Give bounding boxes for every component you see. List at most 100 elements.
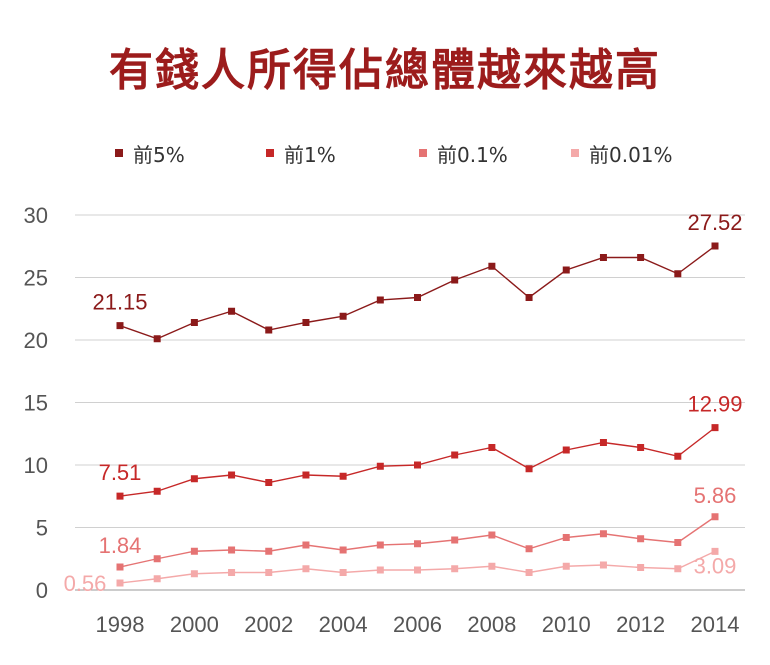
data-label-s1-1998: 7.51 [99, 460, 142, 485]
data-point-s0-2013 [674, 270, 682, 278]
data-point-s1-2008 [488, 444, 496, 451]
data-point-s0-1999 [153, 335, 161, 343]
y-tick-label-30: 30 [24, 203, 48, 228]
data-point-s0-2008 [488, 262, 496, 270]
data-point-s0-2006 [414, 294, 421, 301]
data-point-s3-2007 [451, 565, 459, 573]
data-point-s3-2001 [228, 569, 236, 576]
data-point-s3-2014 [711, 547, 719, 555]
data-point-s2-2006 [414, 540, 421, 548]
data-point-s3-2009 [525, 569, 533, 576]
x-tick-label-2000: 2000 [170, 612, 219, 637]
legend-item-top5: 前5% [115, 138, 185, 168]
x-tick-label-2008: 2008 [467, 612, 516, 637]
legend-item-top001: 前0.01% [571, 138, 673, 168]
data-point-s0-2003 [302, 319, 310, 326]
data-point-s1-2006 [414, 461, 421, 469]
data-point-s1-2000 [190, 475, 198, 483]
legend-swatch-top5 [115, 149, 123, 157]
data-point-s0-2010 [562, 266, 570, 274]
legend: 前5% 前1% 前0.1% 前0.01% [0, 138, 770, 168]
data-label-s1-2014: 12.99 [687, 392, 742, 417]
legend-item-top01: 前0.1% [419, 138, 508, 168]
data-point-s3-2005 [376, 566, 384, 574]
data-point-s1-2013 [674, 452, 682, 460]
data-point-s1-1998 [116, 492, 124, 500]
data-point-s1-2009 [525, 465, 533, 473]
data-point-s2-2010 [562, 534, 570, 541]
x-tick-label-2010: 2010 [542, 612, 591, 637]
data-label-s0-1998: 21.15 [92, 290, 147, 315]
data-label-s3-1998: 0.56 [64, 571, 107, 596]
data-point-s2-2014 [711, 513, 719, 521]
data-point-s3-1999 [153, 575, 161, 583]
data-point-s2-2005 [376, 541, 384, 549]
data-point-s1-2014 [711, 424, 719, 432]
data-point-s3-2002 [265, 569, 273, 576]
data-point-s0-2014 [711, 242, 719, 250]
legend-swatch-top001 [571, 149, 579, 157]
legend-swatch-top01 [419, 149, 427, 157]
x-tick-label-2014: 2014 [691, 612, 740, 637]
data-point-s2-1999 [153, 555, 161, 563]
x-tick-label-2004: 2004 [319, 612, 368, 637]
legend-label-top5: 前5% [133, 142, 185, 167]
data-point-s0-2000 [190, 319, 198, 326]
legend-label-top1: 前1% [284, 142, 336, 167]
x-tick-label-2006: 2006 [393, 612, 442, 637]
data-point-s3-2013 [674, 565, 682, 573]
data-point-s2-2013 [674, 539, 682, 546]
y-tick-label-10: 10 [24, 453, 48, 478]
data-point-s0-2005 [376, 296, 384, 304]
data-point-s1-2002 [265, 479, 273, 486]
data-point-s1-1999 [153, 487, 161, 495]
x-tick-label-1998: 1998 [96, 612, 145, 637]
data-point-s1-2011 [599, 439, 607, 446]
data-point-s1-2007 [451, 451, 459, 459]
data-point-s0-2007 [451, 276, 459, 284]
y-tick-label-25: 25 [24, 266, 48, 291]
data-point-s2-2001 [228, 546, 236, 554]
data-point-s1-2004 [339, 472, 347, 480]
data-point-s3-2004 [339, 569, 347, 576]
data-point-s2-2008 [488, 531, 496, 539]
data-point-s3-2012 [637, 564, 645, 571]
data-point-s0-2009 [525, 294, 533, 301]
data-point-s2-2011 [599, 530, 607, 538]
data-point-s2-2000 [190, 547, 198, 555]
data-point-s2-2002 [265, 547, 273, 555]
data-label-s2-2014: 5.86 [694, 483, 737, 508]
data-point-s2-2003 [302, 541, 310, 549]
data-point-s2-2007 [451, 536, 459, 544]
y-tick-label-5: 5 [36, 516, 48, 541]
legend-label-top001: 前0.01% [589, 142, 673, 167]
data-point-s1-2001 [228, 471, 236, 479]
data-point-s3-1998 [116, 579, 124, 587]
data-point-s3-2011 [599, 561, 607, 569]
data-point-s0-2011 [599, 254, 607, 261]
data-point-s1-2010 [562, 446, 570, 454]
data-point-s3-2010 [562, 562, 570, 570]
data-point-s0-2002 [265, 326, 273, 334]
legend-label-top01: 前0.1% [437, 142, 508, 167]
data-point-s0-1998 [116, 322, 124, 330]
legend-swatch-top1 [266, 149, 274, 157]
data-label-s0-2014: 27.52 [687, 210, 742, 235]
data-point-s0-2012 [637, 254, 645, 261]
chart-title: 有錢人所得佔總體越來越高 [109, 45, 661, 96]
data-point-s3-2006 [414, 566, 421, 574]
data-point-s2-2012 [637, 535, 645, 543]
x-tick-label-2002: 2002 [244, 612, 293, 637]
data-point-s1-2003 [302, 471, 310, 479]
y-tick-label-0: 0 [36, 578, 48, 603]
data-label-s2-1998: 1.84 [99, 533, 142, 558]
x-tick-label-2012: 2012 [616, 612, 665, 637]
data-point-s3-2008 [488, 562, 496, 570]
y-tick-label-20: 20 [24, 328, 48, 353]
data-label-s3-2014: 3.09 [694, 553, 737, 578]
data-point-s3-2003 [302, 565, 310, 573]
y-tick-label-15: 15 [24, 391, 48, 416]
legend-item-top1: 前1% [266, 138, 336, 168]
data-point-s2-1998 [116, 563, 124, 571]
